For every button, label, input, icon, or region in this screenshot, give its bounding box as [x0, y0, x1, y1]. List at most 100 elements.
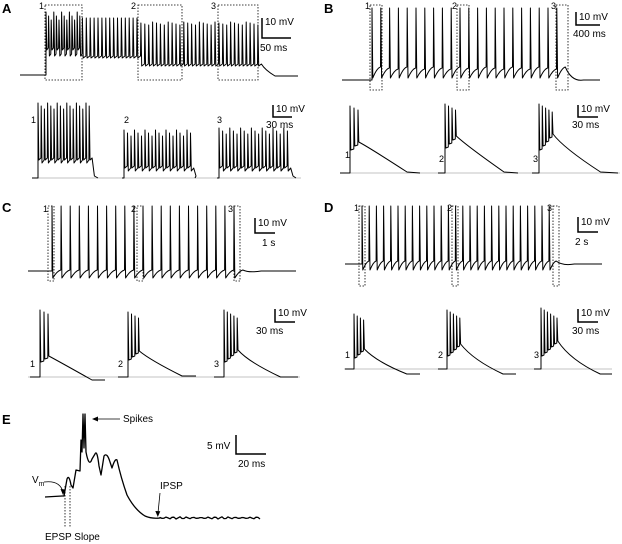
panel-d-bottom-num-2: 2 — [438, 350, 443, 360]
panel-b-top-num-1: 1 — [365, 1, 370, 11]
ipsp-label: IPSP — [160, 481, 183, 492]
panel-d-bottom-traces: 1 2 3 — [344, 307, 612, 375]
panel-b-bottom-traces: 1 2 3 — [340, 103, 620, 174]
panel-b-bottom-num-2: 2 — [439, 154, 444, 164]
panel-d-top-scalebar-lines — [577, 217, 598, 233]
panel-b-window-2 — [456, 4, 470, 91]
panel-d-top-trace-path — [345, 205, 602, 271]
panel-c-bottom-scalebar-lines — [274, 309, 295, 323]
panel-c-top-num-2: 2 — [131, 204, 136, 214]
vm-arrow-line — [43, 481, 64, 493]
panel-a-top-num-1: 1 — [39, 1, 44, 11]
panel-a-bottom-scalebar: 10 mV 30 ms — [266, 104, 305, 131]
panel-a-seg-2-trace — [122, 129, 197, 179]
vm-label: Vm — [32, 475, 45, 488]
vm-arrowhead — [60, 489, 66, 495]
panel-e-scalebar: 5 mV 20 ms — [207, 435, 266, 470]
panel-a-seg-3-trace — [217, 127, 297, 179]
panel-a-top-trace-path — [20, 11, 298, 77]
panel-d-top-scale-t: 2 s — [575, 237, 588, 248]
panel-b-bottom-num-3: 3 — [533, 154, 538, 164]
panel-c-bottom-traces: 1 2 3 — [28, 309, 300, 381]
panel-c-window-3 — [233, 205, 241, 282]
epsp-label: EPSP Slope — [45, 532, 100, 543]
panel-b-window-3 — [555, 4, 569, 91]
panel-d: D 1 2 3 10 mV 2 s 1 2 3 10 mV 30 ms — [324, 200, 612, 375]
vm-annotation: Vm — [32, 475, 66, 495]
panel-d-top-trace: 1 2 3 — [345, 203, 602, 287]
panel-d-top-num-1: 1 — [354, 203, 359, 213]
panel-c-top-trace-path — [28, 205, 296, 279]
panel-a-window-3 — [217, 4, 259, 81]
panel-a-top-scale-v: 10 mV — [265, 17, 294, 28]
panel-b-top-scalebar: 10 mV 400 ms — [573, 12, 608, 40]
panel-c-bottom-num-1: 1 — [30, 359, 35, 369]
panel-c-top-scale-v: 10 mV — [258, 218, 287, 229]
panel-d-bottom-scalebar: 10 mV 30 ms — [572, 308, 610, 337]
panel-a-top-scalebar: 10 mV 50 ms — [260, 17, 294, 54]
panel-c-seg-3-trace — [214, 309, 298, 378]
panel-a-top-scalebar-lines — [261, 18, 291, 39]
panel-d-top-scale-v: 10 mV — [581, 217, 610, 228]
panel-c-seg-2-trace — [118, 311, 196, 378]
panel-a-bottom-num-2: 2 — [124, 115, 129, 125]
panel-b-top-scale-v: 10 mV — [579, 12, 608, 23]
panel-c-bottom-num-2: 2 — [118, 359, 123, 369]
panel-c-top-num-1: 1 — [43, 204, 48, 214]
panel-c-top-trace: 1 2 3 — [28, 204, 296, 282]
panel-e-scalebar-lines — [235, 435, 266, 455]
panel-c-label: C — [2, 200, 12, 215]
panel-d-seg-1-trace — [345, 313, 420, 375]
panel-e-label: E — [2, 412, 11, 427]
spikes-arrowhead — [92, 416, 98, 422]
panel-b-top-trace-path — [342, 7, 600, 81]
panel-a-label: A — [2, 1, 12, 16]
panel-d-bottom-scale-t: 30 ms — [572, 326, 599, 337]
panel-c-bottom-num-3: 3 — [214, 359, 219, 369]
panel-b-seg-3-trace — [532, 103, 619, 174]
panel-c-bottom-scale-t: 30 ms — [256, 326, 283, 337]
panel-d-bottom-scalebar-lines — [577, 309, 598, 323]
panel-c-window-2 — [136, 205, 144, 282]
panel-a: A 1 2 3 10 mV 50 ms 1 2 3 10 mV 30 — [2, 1, 305, 179]
panel-a-bottom-num-1: 1 — [31, 115, 36, 125]
panel-c-top-scale-t: 1 s — [262, 238, 275, 249]
panel-b-bottom-scale-t: 30 ms — [572, 120, 599, 131]
ipsp-arrowhead — [155, 511, 161, 517]
panel-d-window-3 — [552, 205, 560, 287]
panel-b-top-trace: 1 2 3 — [342, 1, 600, 91]
panel-a-window-2 — [137, 4, 183, 81]
panel-a-bottom-scalebar-lines — [272, 105, 292, 118]
panel-b-top-num-2: 2 — [452, 1, 457, 11]
panel-c-window-1 — [47, 205, 55, 282]
panel-d-top-num-3: 3 — [547, 203, 552, 213]
panel-b-seg-1-trace — [340, 105, 421, 174]
panel-d-seg-3-trace — [534, 307, 612, 375]
ipsp-annotation: IPSP — [155, 481, 183, 517]
panel-b-top-scale-t: 400 ms — [573, 29, 606, 40]
panel-d-window-2 — [451, 205, 459, 287]
panel-a-seg-1-trace — [32, 102, 99, 179]
panel-c: C 1 2 3 10 mV 1 s 1 2 3 10 mV 30 ms — [2, 200, 307, 381]
panel-b-seg-2-trace — [438, 103, 519, 174]
panel-b-bottom-scalebar: 10 mV 30 ms — [572, 104, 610, 131]
panel-e-scale-t: 20 ms — [238, 459, 265, 470]
panel-b-bottom-scalebar-lines — [577, 105, 598, 118]
panel-d-bottom-num-3: 3 — [534, 350, 539, 360]
panel-c-top-scalebar-lines — [254, 218, 275, 234]
panel-c-seg-1-trace — [30, 309, 105, 381]
ipsp-arrow-line — [157, 492, 161, 514]
epsp-slope-annotation: EPSP Slope — [45, 486, 100, 543]
spikes-label: Spikes — [123, 414, 153, 425]
panel-b-bottom-num-1: 1 — [345, 150, 350, 160]
panel-d-top-num-2: 2 — [447, 203, 452, 213]
spikes-annotation: Spikes — [92, 414, 153, 425]
panel-d-bottom-num-1: 1 — [345, 350, 350, 360]
panel-d-bottom-scale-v: 10 mV — [581, 308, 610, 319]
panel-c-top-scalebar: 10 mV 1 s — [254, 218, 287, 249]
panel-a-bottom-traces: 1 2 3 — [31, 102, 301, 179]
panel-b-window-1 — [369, 4, 383, 91]
panel-b-bottom-scale-v: 10 mV — [581, 104, 610, 115]
panel-e-trace — [44, 413, 261, 520]
